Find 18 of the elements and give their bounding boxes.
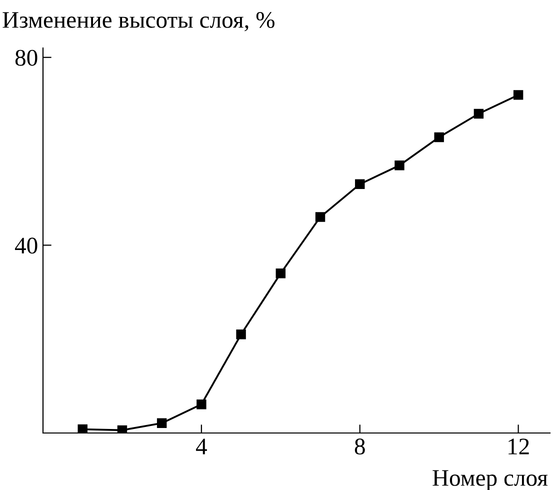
point — [236, 330, 246, 340]
point — [117, 425, 128, 433]
y-axis-title: Изменение высоты слоя, % — [2, 12, 274, 32]
point — [513, 90, 524, 100]
point — [156, 418, 167, 428]
y-tick-label: 80 — [15, 50, 38, 66]
x-tick-label: 4 — [196, 438, 207, 454]
x-tick-label: 8 — [354, 438, 365, 454]
y-tick-label: 40 — [14, 238, 38, 254]
point — [434, 132, 444, 142]
point — [474, 108, 484, 119]
x-tick-label: 12 — [508, 438, 529, 454]
point — [355, 179, 365, 190]
point — [394, 160, 404, 170]
point — [315, 212, 326, 222]
point — [78, 424, 88, 433]
point — [276, 268, 286, 278]
point — [196, 400, 206, 410]
